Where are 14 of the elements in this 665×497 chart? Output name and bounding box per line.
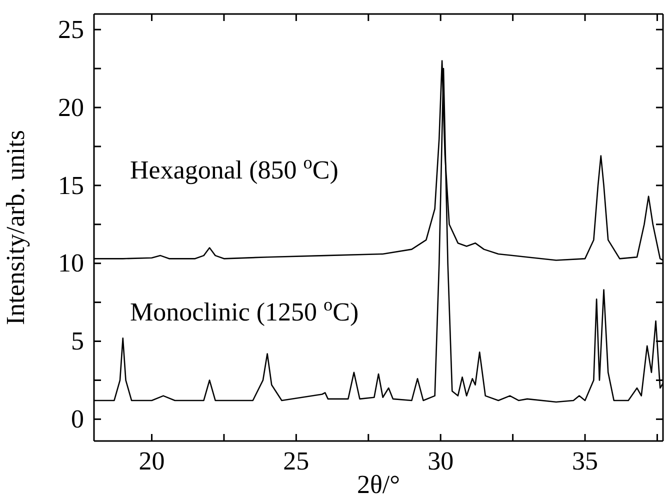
- x-tick-label: 25: [283, 446, 310, 476]
- text: Hexagonal (850 $^{o}$C): [130, 152, 338, 185]
- y-tick-label: 10: [58, 248, 84, 278]
- x-tick-label: 30: [428, 446, 454, 476]
- x-axis-title: 2θ/°: [356, 470, 400, 497]
- series-label: Monoclinic (1250 $^{o}$C): [130, 294, 359, 326]
- y-axis-title: Intensity/arb. units: [1, 130, 30, 325]
- x-tick-label: 35: [572, 446, 598, 476]
- y-tick-label: 25: [58, 14, 84, 44]
- y-tick-label: 15: [58, 170, 84, 200]
- y-tick-label: 0: [71, 404, 84, 434]
- y-tick-label: 20: [58, 92, 84, 122]
- x-tick-label: 20: [138, 446, 165, 476]
- y-tick-label: 5: [71, 326, 84, 356]
